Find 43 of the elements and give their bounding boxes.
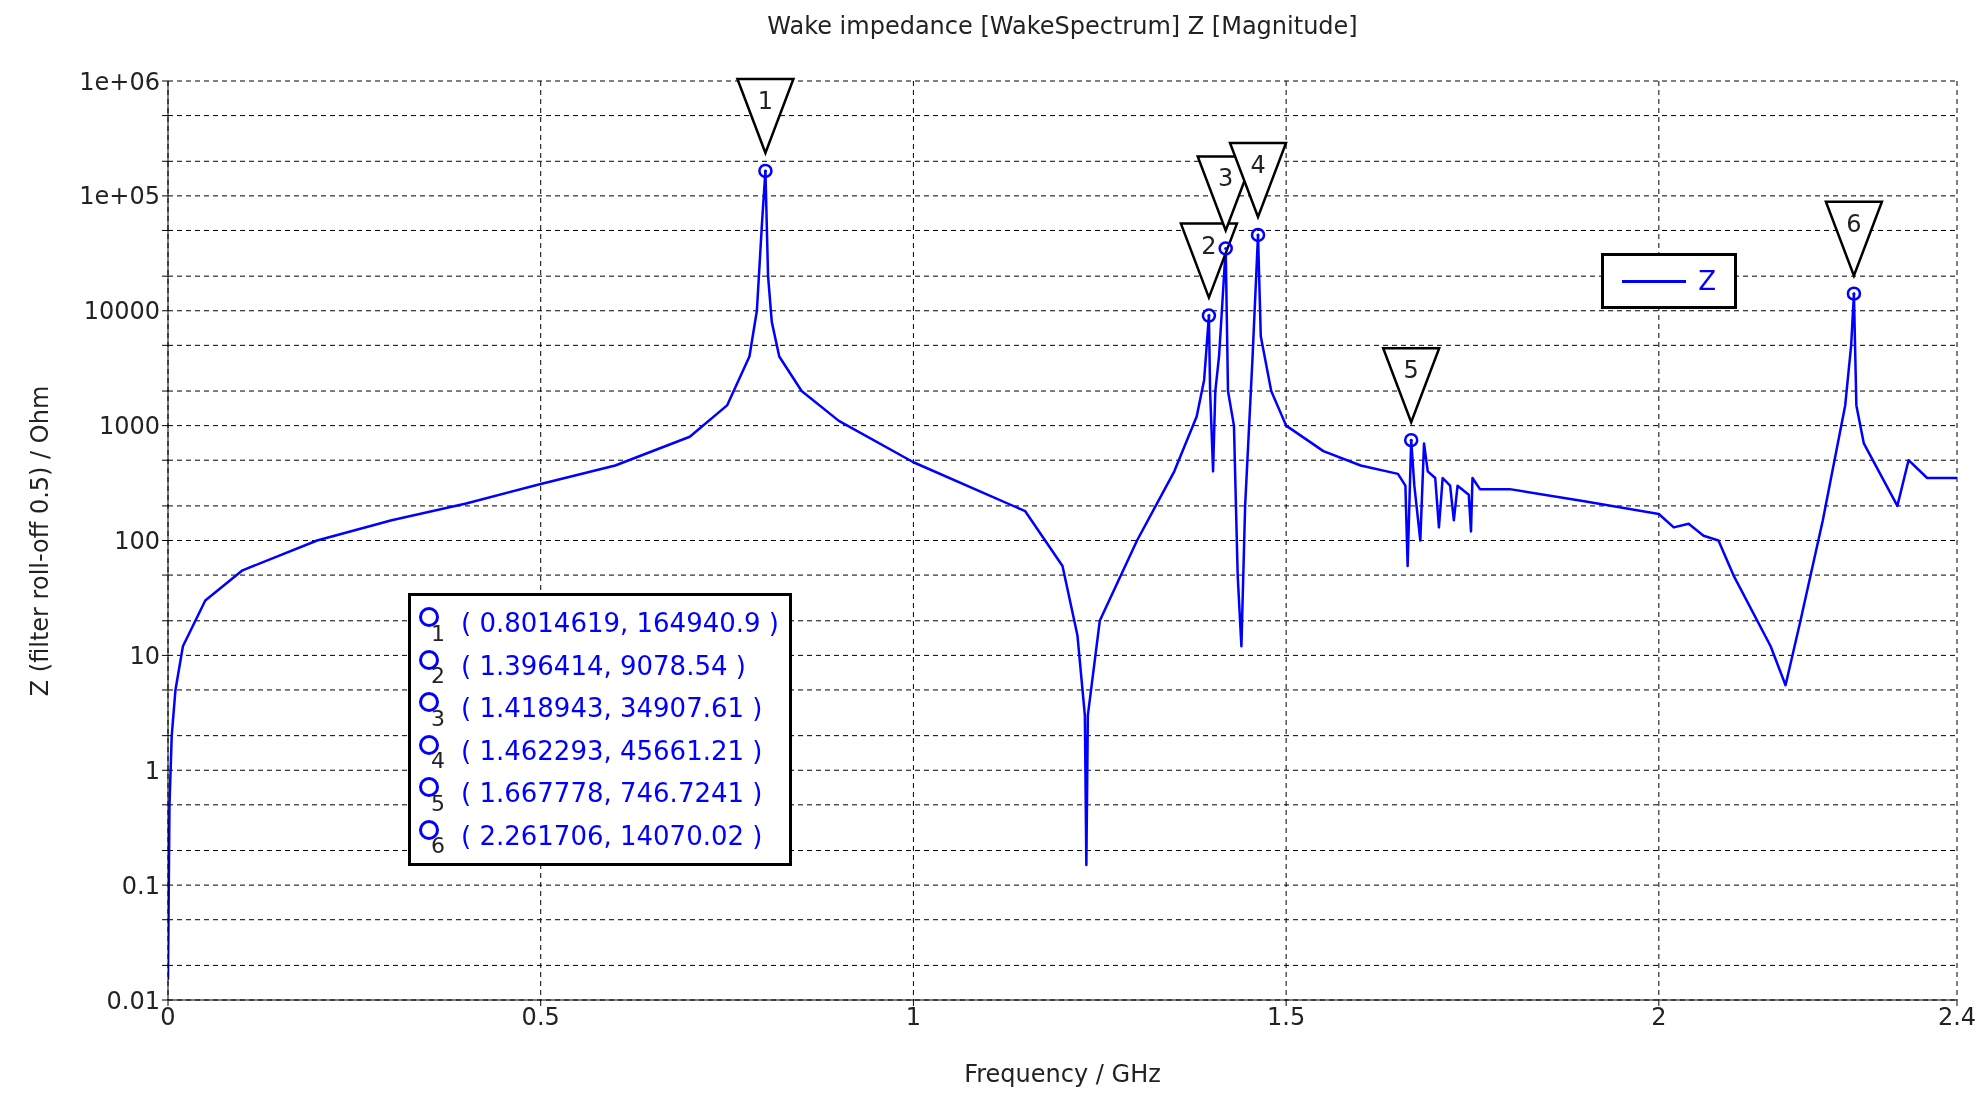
point	[1218, 241, 1233, 256]
x-axis-title: Frequency / GHz	[963, 1060, 1162, 1088]
annotation: 5	[1403, 356, 1419, 385]
annotation: 6	[1846, 209, 1862, 238]
y-tick-label: 10	[129, 641, 160, 670]
chart-title: Wake impedance [WakeSpectrum] Z [Magnitude]	[766, 12, 1359, 40]
x-tick-label: 2.4	[1937, 1003, 1977, 1032]
annotation: ( 2.261706, 14070.02 )	[461, 820, 763, 851]
annotation: 1	[757, 86, 774, 115]
y-tick-label: 0.01	[106, 986, 160, 1015]
annotation: ( 0.8014619, 164940.9 )	[461, 608, 780, 639]
point	[1403, 432, 1419, 448]
annotation: 3	[1218, 164, 1234, 193]
x-tick-label: 1	[905, 1003, 922, 1032]
text: 5	[431, 790, 445, 816]
x-tick-label: 0	[160, 1003, 176, 1032]
annotation: ( 1.667778, 746.7241 )	[461, 778, 763, 809]
text: 4	[431, 748, 445, 774]
y-tick-label: 10000	[83, 297, 160, 326]
annotation: ( 1.418943, 34907.61 )	[461, 693, 763, 724]
annotation: ( 1.462293, 45661.21 )	[461, 735, 763, 766]
x-tick-label: 0.5	[521, 1003, 560, 1032]
point	[1250, 227, 1266, 243]
x-tick-label: 1.5	[1267, 1003, 1306, 1032]
y-tick-label: 1e+05	[79, 182, 160, 211]
point	[1201, 308, 1217, 323]
annotation: 4	[1250, 150, 1266, 179]
text: 2	[431, 663, 445, 689]
x-tick-label: 2	[1651, 1003, 1667, 1032]
annotation: ( 1.396414, 9078.54 )	[461, 650, 746, 681]
annotation: 2	[1201, 231, 1217, 260]
point	[1846, 286, 1862, 301]
legend-label: Z	[1698, 266, 1716, 296]
text: 6	[431, 833, 445, 859]
text: 1	[431, 620, 445, 646]
text: 3	[431, 705, 445, 731]
y-tick-label: 1000	[98, 412, 160, 441]
y-tick-label: 1e+06	[79, 67, 160, 96]
y-axis-title: Z (filter roll-off 0.5) / Ohm	[26, 385, 54, 696]
point	[758, 163, 773, 179]
y-tick-label: 100	[114, 527, 160, 556]
y-tick-label: 1	[144, 756, 160, 785]
y-tick-label: 0.1	[121, 871, 160, 900]
